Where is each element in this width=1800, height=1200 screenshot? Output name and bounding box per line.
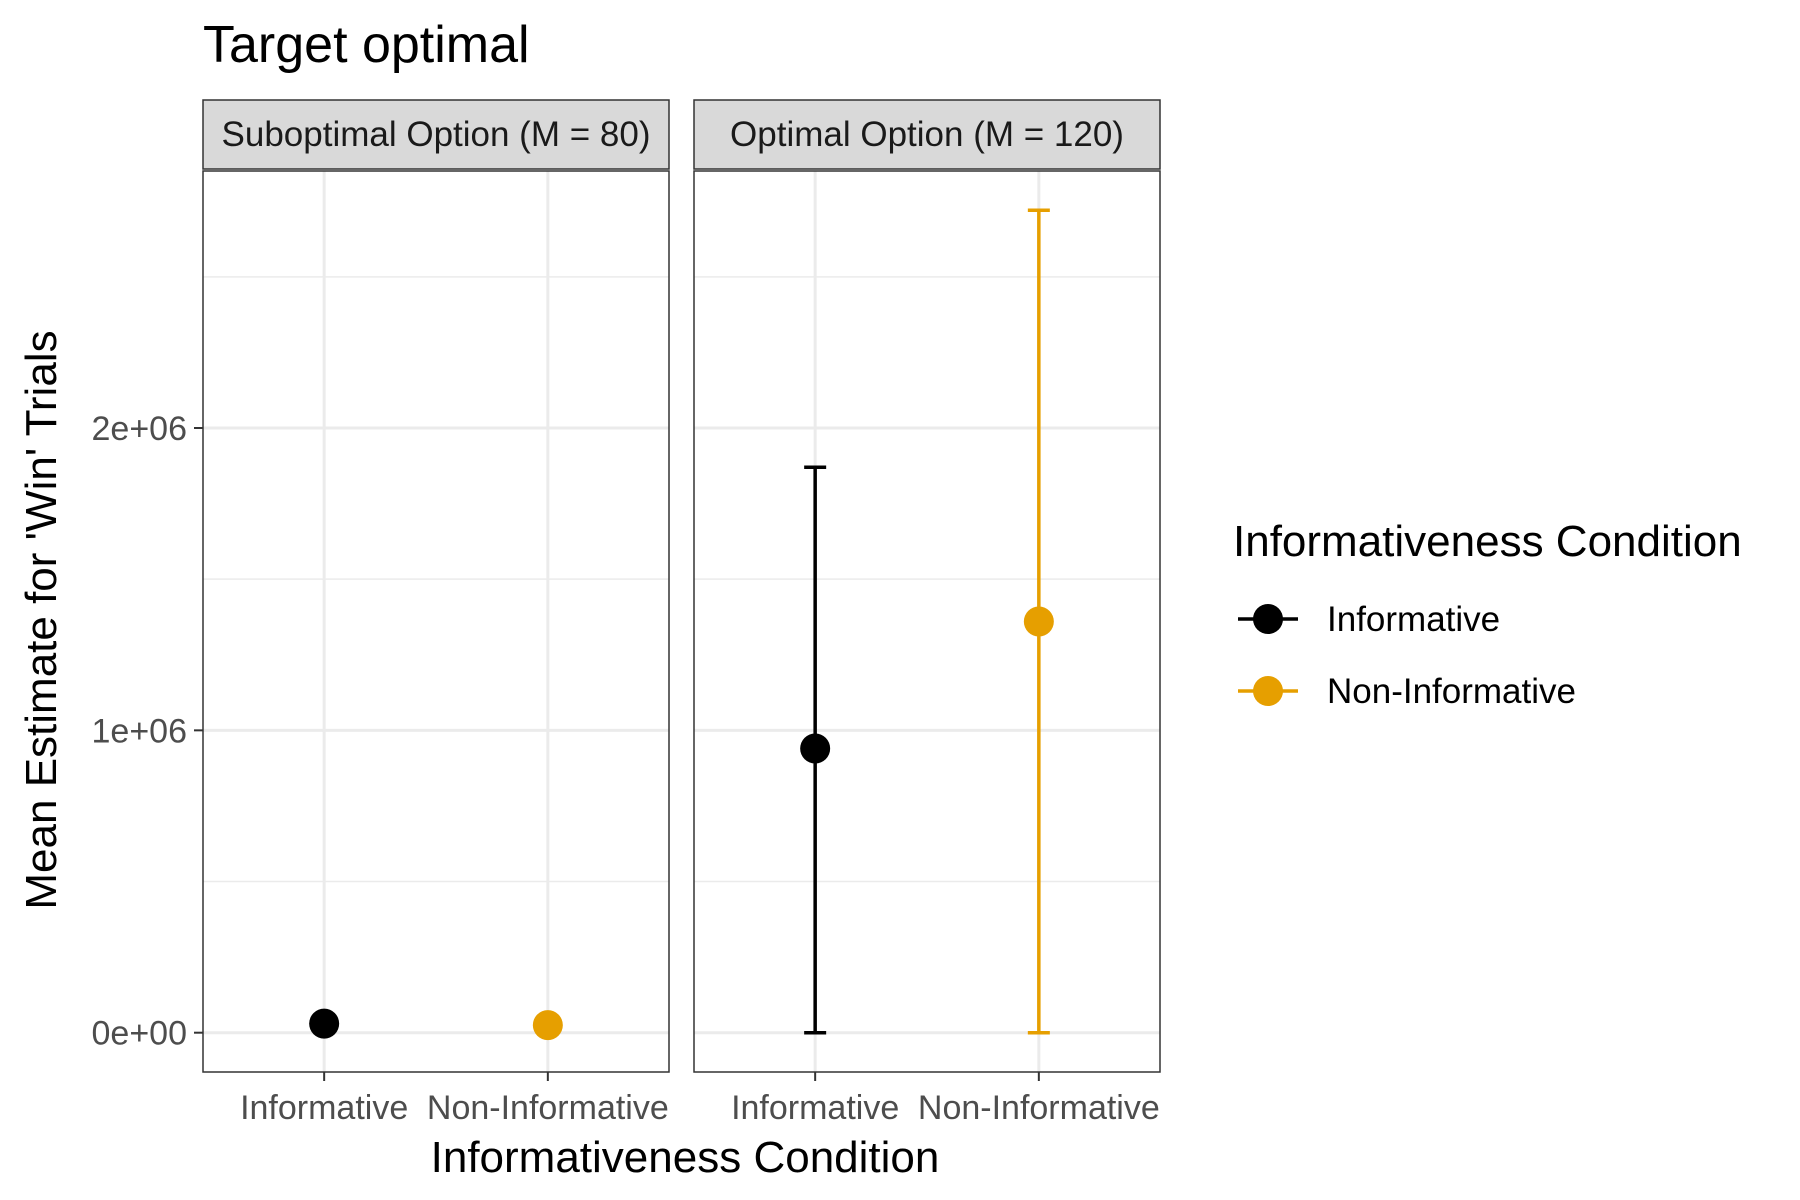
y-axis-title: Mean Estimate for 'Win' Trials: [17, 330, 66, 909]
facet-strip-label: Optimal Option (M = 120): [730, 115, 1124, 154]
legend-entry: Non-Informative: [1238, 672, 1576, 711]
x-tick-label: Informative: [240, 1089, 408, 1127]
y-axis: 0e+00 1e+06 2e+06: [92, 410, 203, 1053]
legend-label: Informative: [1327, 600, 1500, 639]
panel-background: [694, 171, 1160, 1072]
panel-background: [203, 171, 669, 1072]
legend-entries: Informative Non-Informative: [1238, 600, 1576, 711]
panel-border: [202, 170, 670, 1073]
facet-strip-label: Suboptimal Option (M = 80): [222, 115, 651, 154]
data-point: [532, 1010, 563, 1041]
chart-title: Target optimal: [203, 16, 530, 74]
facet-panel: Suboptimal Option (M = 80) Informative Non…: [202, 99, 670, 1127]
facet-strip: [202, 99, 670, 170]
legend-key-point: [1253, 676, 1283, 706]
legend: Informativeness Condition Informative Non…: [1233, 517, 1742, 711]
x-tick-label: Non-Informative: [427, 1089, 669, 1127]
panel-border: [693, 170, 1161, 1073]
data-point: [1023, 606, 1054, 637]
facet-panels: Suboptimal Option (M = 80) Informative Non…: [202, 99, 1161, 1127]
y-tick-label: 2e+06: [92, 410, 188, 448]
y-tick-label: 1e+06: [92, 712, 188, 750]
facet-panel: Optimal Option (M = 120) Informative Non-I…: [693, 99, 1161, 1127]
legend-title: Informativeness Condition: [1233, 517, 1742, 566]
x-tick-label: Non-Informative: [918, 1089, 1160, 1127]
data-point: [800, 733, 831, 764]
legend-entry: Informative: [1238, 600, 1500, 639]
x-axis-title: Informativeness Condition: [431, 1133, 940, 1182]
x-tick-label: Informative: [731, 1089, 899, 1127]
legend-label: Non-Informative: [1327, 672, 1576, 711]
facet-strip: [693, 99, 1161, 170]
legend-key-point: [1253, 604, 1283, 634]
y-tick-label: 0e+00: [92, 1015, 188, 1053]
data-point: [309, 1008, 340, 1039]
